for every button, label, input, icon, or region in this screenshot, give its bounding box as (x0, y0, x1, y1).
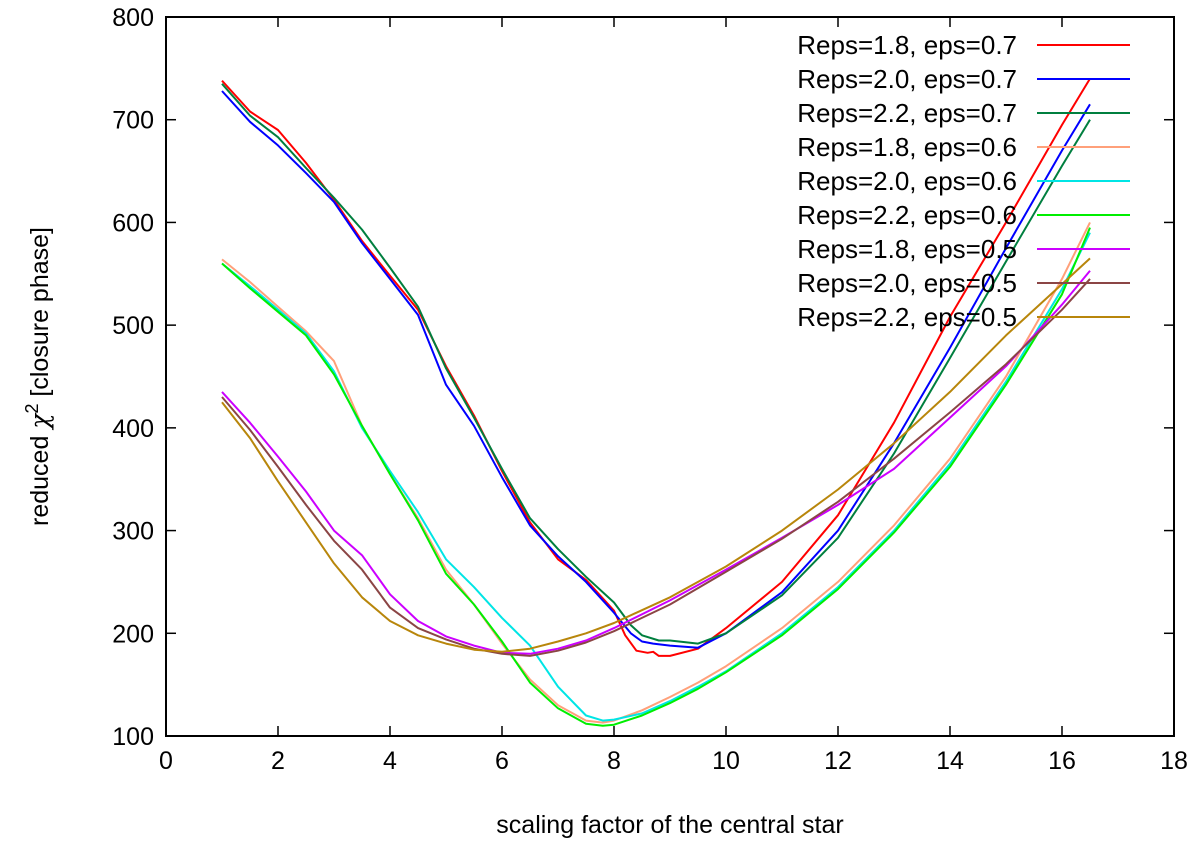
y-tick-label: 100 (112, 723, 154, 751)
y-axis-title-suffix: [closure phase] (26, 227, 54, 404)
legend-label: Reps=2.0, eps=0.5 (797, 268, 1017, 298)
x-tick-label: 2 (271, 747, 285, 775)
plot-frame (165, 16, 1175, 737)
x-tick-label: 16 (1048, 747, 1076, 775)
y-tick-label: 600 (112, 209, 154, 237)
plot-lines (221, 78, 1091, 727)
x-tick-label: 10 (712, 747, 740, 775)
x-tick-label: 0 (159, 747, 173, 775)
y-axis-title: reduced χ2 [closure phase] (22, 227, 54, 526)
x-tick-label: 4 (383, 747, 397, 775)
series-line (221, 278, 1091, 657)
y-axis-title-symbol: χ (25, 412, 54, 431)
legend-label: Reps=1.8, eps=0.5 (797, 234, 1017, 264)
x-tick-label: 6 (495, 747, 509, 775)
y-tick-label: 500 (112, 312, 154, 340)
legend-label: Reps=2.2, eps=0.6 (797, 200, 1017, 230)
legend-label: Reps=2.0, eps=0.7 (797, 64, 1017, 94)
legend: Reps=1.8, eps=0.7 Reps=2.0, eps=0.7 Reps=2… (797, 30, 1130, 332)
y-tick-label: 300 (112, 518, 154, 546)
x-tick-label: 12 (824, 747, 852, 775)
legend-label: Reps=1.8, eps=0.7 (797, 30, 1017, 60)
series-line (221, 83, 1091, 645)
y-axis: 100 200 300 400 500 600 700 800 (112, 4, 1174, 751)
y-tick-label: 800 (112, 4, 154, 32)
legend-label: Reps=1.8, eps=0.6 (797, 132, 1017, 162)
x-tick-label: 8 (607, 747, 621, 775)
x-tick-label: 14 (936, 747, 964, 775)
series-line (221, 227, 1091, 727)
y-axis-title-superscript: 2 (22, 404, 42, 414)
series-line (221, 257, 1091, 653)
legend-label: Reps=2.2, eps=0.7 (797, 98, 1017, 128)
y-tick-label: 200 (112, 620, 154, 648)
x-axis-title: scaling factor of the central star (496, 811, 843, 839)
legend-label: Reps=2.0, eps=0.6 (797, 166, 1017, 196)
x-axis: 0 2 4 6 8 10 12 14 16 18 (159, 17, 1188, 775)
y-tick-label: 400 (112, 415, 154, 443)
x-tick-label: 18 (1160, 747, 1188, 775)
series-line (221, 221, 1091, 724)
y-axis-title-prefix: reduced (26, 429, 54, 526)
y-tick-label: 700 (112, 107, 154, 135)
legend-label: Reps=2.2, eps=0.5 (797, 302, 1017, 332)
series-line (221, 270, 1091, 655)
